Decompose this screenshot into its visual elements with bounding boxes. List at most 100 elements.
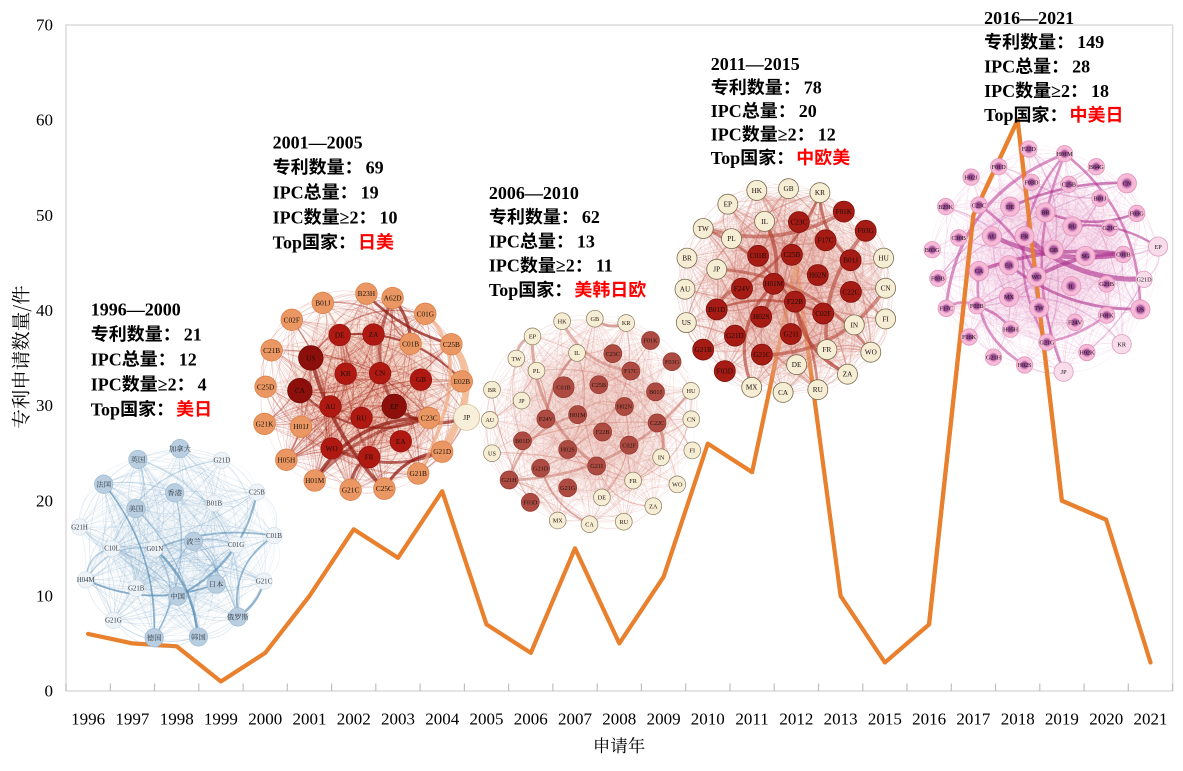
- svg-text:JP: JP: [1061, 369, 1067, 376]
- svg-text:G21C: G21C: [1102, 225, 1117, 232]
- svg-text:2008: 2008: [602, 710, 636, 729]
- svg-text:2020: 2020: [1089, 710, 1123, 729]
- svg-text:Top: Top: [984, 105, 1013, 125]
- svg-text:F17C: F17C: [939, 306, 953, 313]
- svg-text:11: 11: [596, 256, 613, 276]
- svg-text:EA: EA: [396, 437, 406, 446]
- svg-text:Top: Top: [711, 148, 740, 168]
- svg-text:EP: EP: [529, 334, 537, 341]
- svg-text:1998: 1998: [160, 710, 194, 729]
- svg-text:C01B: C01B: [402, 339, 419, 348]
- svg-text:US: US: [306, 353, 315, 362]
- svg-text:E02B: E02B: [453, 377, 470, 386]
- svg-text:EP: EP: [390, 402, 399, 411]
- svg-text:C22C: C22C: [843, 288, 860, 296]
- svg-text:KR: KR: [622, 320, 631, 327]
- svg-text:G21I: G21I: [784, 330, 799, 338]
- svg-text:ZA: ZA: [369, 330, 379, 339]
- svg-text:US: US: [1136, 307, 1144, 314]
- svg-text:GB: GB: [784, 185, 794, 193]
- svg-text:50: 50: [36, 206, 53, 225]
- svg-text:CA: CA: [778, 389, 789, 397]
- svg-text:C25B: C25B: [1062, 182, 1076, 189]
- svg-text:IPC: IPC: [91, 349, 122, 369]
- svg-text:F17C: F17C: [818, 237, 834, 245]
- svg-text:C23C: C23C: [972, 202, 986, 209]
- svg-text:WO: WO: [865, 349, 877, 357]
- svg-text:4: 4: [198, 374, 207, 394]
- svg-text:B01J: B01J: [1094, 196, 1107, 203]
- svg-text:FR: FR: [365, 453, 374, 462]
- svg-text:62: 62: [582, 207, 600, 227]
- svg-text:2017: 2017: [956, 710, 991, 729]
- svg-text:H04M: H04M: [77, 577, 95, 584]
- svg-text:C25B: C25B: [592, 382, 606, 389]
- svg-text:C01B: C01B: [1116, 252, 1130, 259]
- svg-text:2004: 2004: [425, 710, 460, 729]
- svg-text:C02F: C02F: [815, 310, 831, 318]
- svg-text:F24V: F24V: [539, 416, 554, 423]
- svg-text:2006: 2006: [514, 710, 548, 729]
- svg-text:F03G: F03G: [858, 227, 874, 235]
- svg-text:IL: IL: [1068, 283, 1074, 290]
- svg-text:PL: PL: [727, 235, 735, 243]
- svg-text:F01K: F01K: [836, 208, 853, 216]
- svg-text:2006—2010: 2006—2010: [489, 183, 579, 203]
- svg-text:RU: RU: [619, 519, 628, 526]
- svg-text:TW: TW: [1034, 305, 1044, 312]
- svg-text:AU: AU: [680, 286, 691, 294]
- svg-text:C23C: C23C: [791, 219, 808, 227]
- svg-text:EP: EP: [1154, 244, 1162, 251]
- svg-text:B63G: B63G: [925, 247, 940, 254]
- svg-text:C01B: C01B: [556, 384, 570, 391]
- svg-text:2011—2015: 2011—2015: [711, 54, 800, 74]
- svg-text:G21K: G21K: [256, 419, 275, 428]
- svg-text:2016—2021: 2016—2021: [984, 8, 1074, 28]
- svg-text:≥2: ≥2: [778, 124, 797, 144]
- svg-text:B64G: B64G: [1089, 164, 1104, 171]
- svg-text:FR: FR: [629, 478, 637, 485]
- svg-text:2018: 2018: [1001, 710, 1035, 729]
- svg-text:JP: JP: [519, 398, 525, 405]
- svg-text:G21C: G21C: [753, 351, 770, 359]
- svg-text:G21I: G21I: [590, 463, 603, 470]
- svg-text:H05H: H05H: [1003, 326, 1019, 333]
- svg-text:F22B: F22B: [596, 429, 610, 436]
- svg-text:IPC: IPC: [273, 207, 304, 227]
- svg-text:10: 10: [380, 207, 398, 227]
- svg-text:G21H: G21H: [502, 477, 518, 484]
- svg-text:C10B: C10B: [951, 235, 965, 242]
- svg-text:DE: DE: [598, 495, 606, 502]
- svg-text:TW: TW: [511, 356, 521, 363]
- svg-text:G21B: G21B: [409, 469, 427, 478]
- svg-text:H01M: H01M: [1057, 151, 1074, 158]
- svg-text:H01M: H01M: [570, 412, 587, 419]
- svg-text:2001: 2001: [293, 710, 327, 729]
- svg-text:C01B: C01B: [750, 252, 767, 260]
- svg-text:B23K: B23K: [938, 204, 953, 211]
- svg-text:C25B: C25B: [443, 340, 460, 349]
- svg-text:H02N: H02N: [617, 404, 633, 411]
- svg-text:H02N: H02N: [809, 271, 827, 279]
- svg-text:69: 69: [366, 157, 384, 177]
- svg-text:2011: 2011: [735, 710, 768, 729]
- svg-text:G01N: G01N: [146, 546, 163, 553]
- svg-text:ZA: ZA: [649, 503, 658, 510]
- svg-text:FR: FR: [1021, 233, 1029, 240]
- svg-text:2000: 2000: [248, 710, 282, 729]
- svg-text:KR: KR: [1117, 341, 1126, 348]
- svg-text:10: 10: [36, 587, 53, 606]
- svg-text:1996—2000: 1996—2000: [91, 299, 181, 319]
- svg-text:F03D: F03D: [717, 368, 733, 376]
- svg-text:18: 18: [1091, 81, 1109, 101]
- svg-text:C22C: C22C: [650, 420, 664, 427]
- svg-text:C25D: C25D: [257, 382, 274, 391]
- svg-text:H05H: H05H: [277, 455, 296, 464]
- svg-text:B01J: B01J: [843, 257, 858, 265]
- svg-text:20: 20: [799, 101, 817, 121]
- svg-text:2009: 2009: [647, 710, 681, 729]
- svg-text:C25B: C25B: [249, 490, 265, 497]
- svg-text:RU: RU: [356, 413, 367, 422]
- svg-text:≥2: ≥2: [556, 256, 575, 276]
- svg-text:2019: 2019: [1045, 710, 1079, 729]
